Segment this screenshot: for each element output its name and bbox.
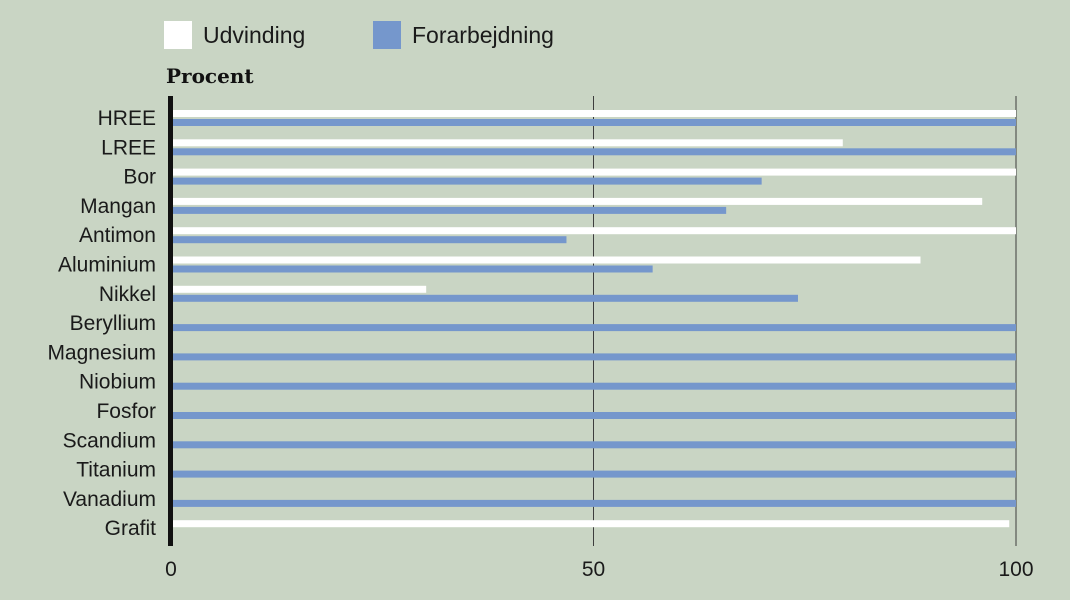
category-label-antimon: Antimon <box>79 224 156 247</box>
bar-udvinding-antimon <box>171 227 1016 235</box>
category-label-scandium: Scandium <box>63 429 156 452</box>
x-tick-label-100: 100 <box>998 558 1033 581</box>
legend-label-udvinding: Udvinding <box>203 22 305 48</box>
bar-udvinding-hree <box>171 110 1016 117</box>
bar-forarbejdning-bor <box>171 177 762 185</box>
bar-udvinding-mangan <box>171 197 983 205</box>
bar-forarbejdning-mangan <box>171 206 727 214</box>
bar-udvinding-aluminium <box>171 256 921 264</box>
category-labels: HREE LREE Bor Mangan Antimon Aluminium Nikkel B… <box>47 107 156 540</box>
bar-forarbejdning-beryllium <box>171 324 1016 332</box>
category-label-nikkel: Nikkel <box>99 283 156 306</box>
bar-forarbejdning-scandium <box>171 441 1016 449</box>
category-label-grafit: Grafit <box>105 517 157 540</box>
category-label-beryllium: Beryllium <box>70 312 156 335</box>
legend-swatch-forarbejdning <box>373 21 401 49</box>
bar-forarbejdning-aluminium <box>171 265 653 273</box>
category-label-titanium: Titanium <box>76 459 156 482</box>
bar-forarbejdning-hree <box>171 119 1016 126</box>
bar-udvinding-bor <box>171 168 1016 176</box>
category-label-hree: HREE <box>98 107 156 130</box>
category-label-magnesium: Magnesium <box>47 341 156 364</box>
gridlines <box>593 96 1017 546</box>
y-axis-line <box>168 96 173 546</box>
category-label-vanadium: Vanadium <box>63 488 156 511</box>
axis-title: Procent <box>166 64 254 88</box>
bar-forarbejdning-niobium <box>171 382 1016 390</box>
category-label-lree: LREE <box>101 136 156 159</box>
bar-forarbejdning-nikkel <box>171 294 798 302</box>
x-tick-label-50: 50 <box>582 558 605 581</box>
bar-udvinding-lree <box>171 139 843 147</box>
category-label-niobium: Niobium <box>79 371 156 394</box>
bar-forarbejdning-fosfor <box>171 412 1016 419</box>
bar-udvinding-nikkel <box>171 285 427 293</box>
category-label-aluminium: Aluminium <box>58 254 156 277</box>
bar-forarbejdning-antimon <box>171 236 567 244</box>
category-label-mangan: Mangan <box>80 195 156 218</box>
bar-forarbejdning-vanadium <box>171 499 1016 507</box>
category-label-fosfor: Fosfor <box>96 400 156 423</box>
legend-swatch-udvinding <box>164 21 192 49</box>
bars <box>171 110 1016 528</box>
legend: Udvinding Forarbejdning <box>164 21 554 49</box>
category-label-bor: Bor <box>123 166 156 189</box>
bar-forarbejdning-lree <box>171 148 1016 156</box>
x-tick-label-0: 0 <box>165 558 177 581</box>
tick-labels: 0 50 100 <box>165 558 1033 581</box>
legend-label-forarbejdning: Forarbejdning <box>412 22 554 48</box>
bar-udvinding-grafit <box>171 520 1010 528</box>
bar-forarbejdning-magnesium <box>171 353 1016 361</box>
bar-forarbejdning-titanium <box>171 470 1016 478</box>
